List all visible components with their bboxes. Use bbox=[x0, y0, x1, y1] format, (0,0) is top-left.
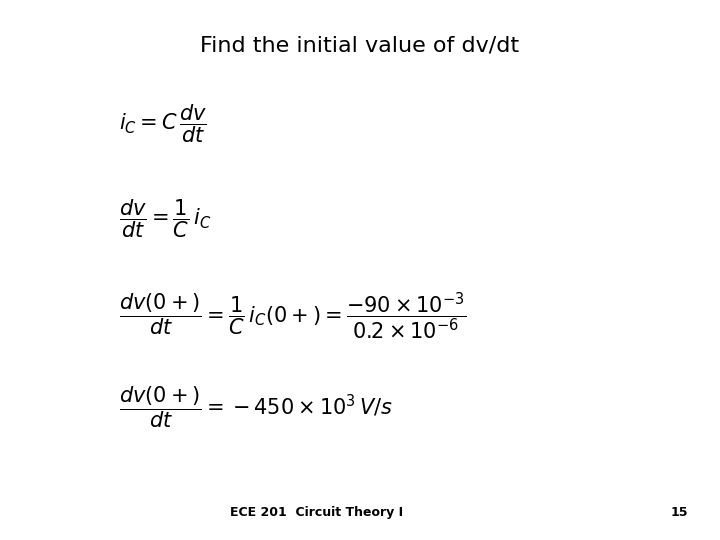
Text: 15: 15 bbox=[670, 507, 688, 519]
Text: $\dfrac{dv(0+)}{dt} = \dfrac{1}{C}\,i_C(0+) = \dfrac{-90\times10^{-3}}{0.2\times: $\dfrac{dv(0+)}{dt} = \dfrac{1}{C}\,i_C(… bbox=[119, 290, 467, 342]
Text: $\dfrac{dv}{dt} = \dfrac{1}{C}\,i_C$: $\dfrac{dv}{dt} = \dfrac{1}{C}\,i_C$ bbox=[119, 198, 211, 240]
Text: $i_C = C\,\dfrac{dv}{dt}$: $i_C = C\,\dfrac{dv}{dt}$ bbox=[119, 103, 207, 145]
Text: ECE 201  Circuit Theory I: ECE 201 Circuit Theory I bbox=[230, 507, 403, 519]
Text: $\dfrac{dv(0+)}{dt} = -450\times10^{3}\,V/s$: $\dfrac{dv(0+)}{dt} = -450\times10^{3}\,… bbox=[119, 385, 392, 430]
Text: Find the initial value of dv/dt: Find the initial value of dv/dt bbox=[200, 35, 520, 55]
